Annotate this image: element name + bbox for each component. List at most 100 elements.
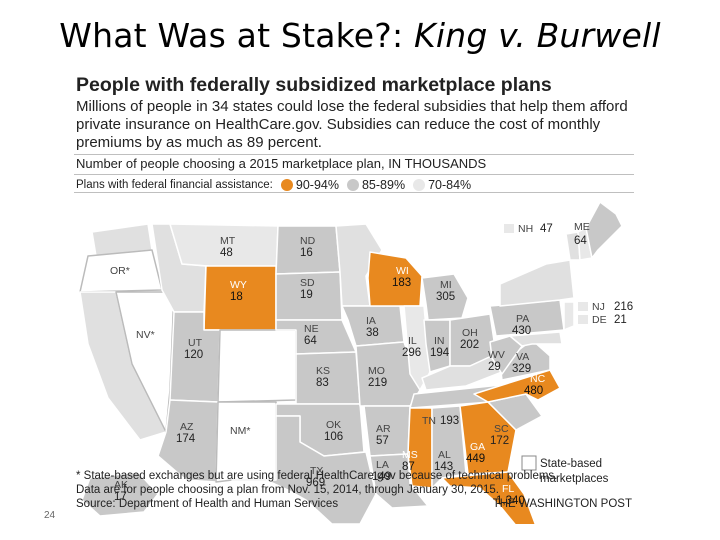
state-label-tn: TN [422,415,436,427]
state-label-ks: KS [316,365,330,377]
state-value-az: 174 [176,433,196,445]
state-value-ne: 64 [304,335,317,347]
state-label-nc: NC [530,373,546,385]
state-ms [407,407,433,489]
state-label-la: LA [376,459,389,471]
state-value-ar: 57 [376,435,389,447]
state-label-il: IL [408,335,417,347]
state-co [217,329,297,403]
state-ny [499,259,575,307]
legend-item-70-84: 70-84% [413,178,471,192]
state-label-mt: MT [220,235,236,247]
state-label-ok: OK [326,419,341,431]
state-label-ut: UT [188,337,203,349]
us-state-map: State-based marketplaces NH 47 ME 64 NJ … [79,201,633,524]
state-al [431,405,467,489]
state-value-nd: 16 [300,247,313,259]
state-value-sc: 172 [490,435,509,447]
credit-washington-post: THE WASHINGTON POST [492,498,632,510]
legend-item-90-94: 90-94% [280,178,339,192]
state-value-ga: 449 [466,453,485,465]
state-value-mt: 48 [220,247,233,259]
legend-label: Plans with federal financial assistance: [76,179,273,191]
state-label-nv: NV* [136,329,155,341]
slide-title-text: What Was at Stake?: [59,16,414,55]
state-me [585,201,623,259]
state-value-ms: 87 [402,461,415,473]
washington-post-graphic: People with federally subsidized marketp… [70,66,640,524]
state-tx [231,415,377,524]
source-line: Source: Department of Health and Human S… [76,498,339,510]
state-value-nh: 47 [540,223,553,235]
state-label-ar: AR [376,423,391,435]
state-label-de: DE [592,314,607,326]
state-label-in: IN [434,335,445,347]
state-label-nj: NJ [592,301,605,313]
state-label-az: AZ [180,421,194,433]
state-ak [81,471,159,517]
state-label-ga: GA [470,441,485,453]
de-key [578,315,588,324]
graphic-description: Millions of people in 34 states could lo… [76,98,628,151]
state-label-oh: OH [462,327,478,339]
page-number: 24 [44,510,56,521]
state-value-sd: 19 [300,289,313,301]
state-value-wv: 29 [488,361,501,373]
state-label-nd: ND [300,235,316,247]
state-mn [335,223,383,307]
state-based-label-1: State-based [540,458,602,470]
nj-key [578,302,588,311]
state-label-or: OR* [110,265,130,277]
state-fl [441,471,537,524]
state-label-ia: IA [366,315,376,327]
state-value-ut: 120 [184,349,203,361]
legend-item-label: 90-94% [295,178,339,192]
state-value-la: 149 [372,471,391,483]
state-value-me: 64 [574,235,587,247]
state-value-ia: 38 [366,327,379,339]
divider [74,192,634,193]
legend-swatch-light [413,179,426,191]
legend-item-85-89: 85-89% [346,178,405,192]
state-label-ne: NE [304,323,319,335]
state-nj [563,301,575,331]
state-label-sd: SD [300,277,315,289]
state-value-al: 143 [434,461,453,473]
slide-title-case-name: King v. Burwell [414,16,661,55]
state-label-nh: NH [518,223,533,235]
divider [74,174,634,175]
slide-title: What Was at Stake?: King v. Burwell [0,16,720,55]
state-label-fl: FL [502,483,514,495]
legend-swatch-gray [346,179,359,191]
state-label-ms: MS [402,449,418,461]
state-value-ak: 17 [114,491,127,503]
legend: Plans with federal financial assistance:… [76,178,471,192]
footnotes: * State-based exchanges but are using fe… [76,469,557,511]
state-value-de: 21 [614,314,627,326]
state-value-tn: 193 [440,415,459,427]
graphic-note: Number of people choosing a 2015 marketp… [76,156,487,171]
state-label-tx: TX [310,465,323,477]
state-value-fl: 1,340 [496,495,525,507]
footnote-state-based: * State-based exchanges but are using fe… [76,470,558,482]
state-value-mo: 219 [368,377,387,389]
state-value-nj: 216 [614,301,633,313]
state-value-in: 194 [430,347,450,359]
state-md [509,331,563,347]
state-value-ks: 83 [316,377,329,389]
state-label-pa: PA [516,313,529,325]
state-value-va: 329 [512,363,531,375]
state-label-mi: MI [440,279,452,291]
state-in [423,319,451,373]
state-label-sc: SC [494,423,509,435]
state-label-va: VA [516,351,529,363]
state-value-mi: 305 [436,291,455,303]
state-value-ok: 106 [324,431,343,443]
state-value-il: 296 [402,347,421,359]
state-label-wv: WV [488,349,505,361]
state-based-label-2: marketplaces [540,473,609,485]
state-label-me: ME [574,221,590,233]
graphic-title: People with federally subsidized marketp… [76,74,552,96]
state-based-swatch [521,455,537,471]
state-value-pa: 430 [512,325,531,337]
